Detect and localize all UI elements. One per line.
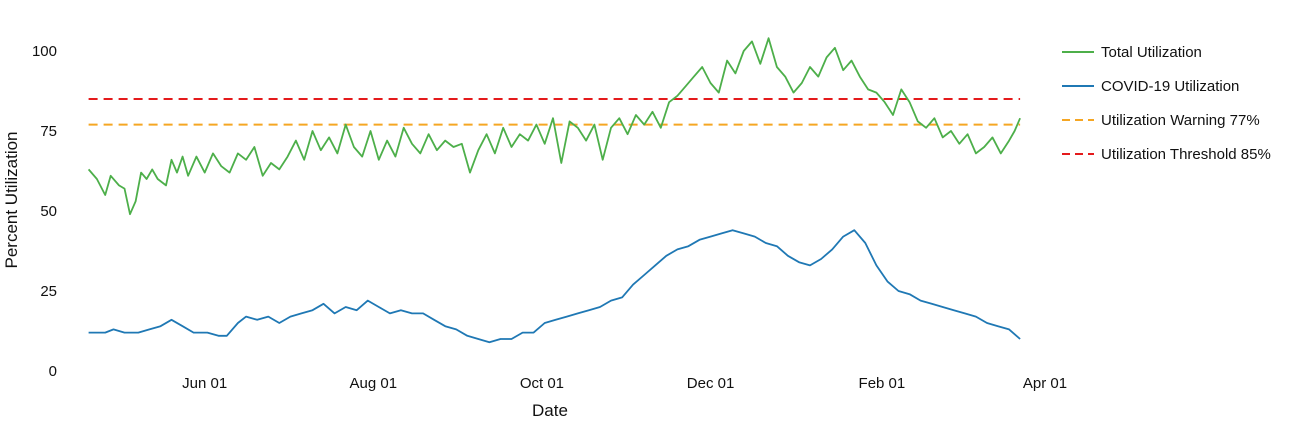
legend-label: COVID-19 Utilization	[1101, 78, 1239, 95]
x-tick-label: Oct 01	[520, 375, 564, 392]
x-tick-label: Dec 01	[687, 375, 735, 392]
series-line-1	[88, 229, 1021, 344]
x-axis-ticks: Jun 01 Aug 01 Oct 01 Dec 01 Feb 01 Apr 01	[182, 375, 1067, 392]
x-tick-label: Feb 01	[859, 375, 906, 392]
legend-label: Utilization Threshold 85%	[1101, 146, 1271, 163]
y-tick-label: 75	[40, 123, 57, 140]
x-tick-label: Aug 01	[350, 375, 398, 392]
y-tick-label: 0	[49, 363, 57, 380]
y-axis-ticks: 0 25 50 75 100	[32, 43, 57, 380]
y-tick-label: 25	[40, 283, 57, 300]
legend-label: Utilization Warning 77%	[1101, 112, 1260, 129]
legend: Total Utilization COVID-19 Utilization Uti…	[1062, 44, 1271, 163]
y-tick-label: 50	[40, 203, 57, 220]
y-axis-title: Percent Utilization	[2, 131, 21, 268]
x-tick-label: Jun 01	[182, 375, 227, 392]
y-tick-label: 100	[32, 43, 57, 60]
x-axis-title: Date	[532, 401, 568, 420]
series-line-0	[87, 37, 1021, 216]
x-tick-label: Apr 01	[1023, 375, 1067, 392]
legend-label: Total Utilization	[1101, 44, 1202, 61]
series-layer	[87, 37, 1021, 344]
